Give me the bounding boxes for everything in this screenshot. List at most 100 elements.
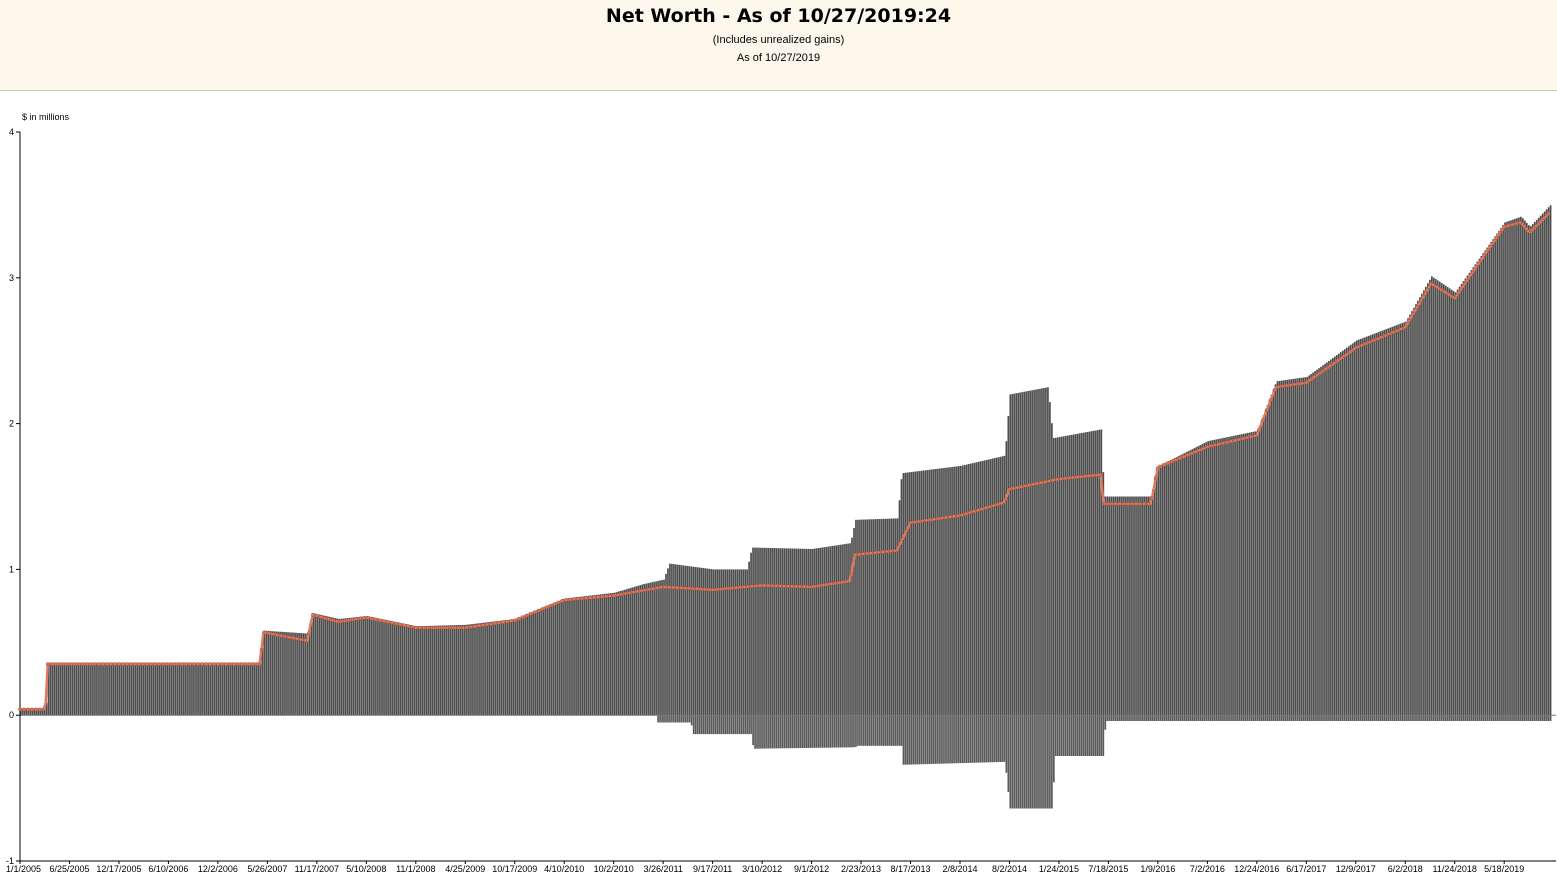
asset-bar (405, 624, 408, 716)
liability-bar (1005, 715, 1008, 773)
asset-bar (1436, 280, 1439, 716)
asset-bar (1508, 220, 1510, 716)
asset-bar (734, 569, 737, 716)
asset-bar (204, 662, 206, 716)
net-worth-point (999, 501, 1004, 505)
asset-bar (1514, 218, 1516, 716)
liability-bar (700, 715, 703, 735)
asset-bar (1442, 284, 1445, 716)
net-worth-point (532, 610, 537, 615)
asset-bar (1314, 371, 1316, 716)
asset-bar (1047, 387, 1049, 716)
liability-bar (1179, 715, 1182, 722)
asset-bar (599, 594, 602, 716)
net-worth-point (136, 662, 141, 666)
asset-bar (1173, 458, 1176, 716)
asset-bar (740, 569, 743, 716)
net-worth-point (1090, 473, 1095, 478)
liability-bar (1498, 715, 1500, 722)
asset-bar (811, 548, 814, 716)
liability-bar (1349, 715, 1352, 722)
net-worth-point (1498, 230, 1503, 235)
asset-bar (423, 626, 426, 716)
asset-bar (1060, 436, 1063, 716)
liability-bar (898, 715, 901, 746)
asset-bar (1054, 437, 1057, 716)
liability-bar (1460, 715, 1463, 722)
liability-bar (918, 715, 921, 765)
liability-bar (1007, 715, 1010, 793)
net-worth-point (69, 662, 74, 666)
liability-bar (1324, 715, 1326, 722)
liability-bar (900, 715, 903, 746)
liability-bar (1545, 715, 1548, 722)
liability-bar (813, 715, 816, 748)
asset-bar (1239, 434, 1241, 716)
asset-bar (684, 565, 687, 716)
liability-bar (1363, 715, 1366, 722)
liability-bar (1502, 715, 1504, 722)
net-worth-point (1162, 463, 1166, 467)
asset-bar (469, 624, 471, 716)
asset-bar (1407, 318, 1409, 716)
liability-bar (692, 715, 695, 735)
asset-bar (589, 595, 592, 716)
asset-bar (789, 548, 792, 716)
liability-bar (1310, 715, 1312, 722)
asset-bar (678, 564, 681, 716)
net-worth-point (552, 602, 557, 606)
asset-bar (1373, 333, 1376, 716)
net-worth-point (1082, 474, 1087, 479)
net-worth-point (964, 511, 968, 516)
asset-bar (1460, 283, 1463, 716)
asset-bar (1106, 496, 1109, 716)
net-worth-point (900, 537, 905, 541)
net-worth-point (1407, 318, 1412, 323)
liability-bar (1049, 715, 1051, 809)
net-worth-point (247, 662, 252, 666)
net-worth-point (1185, 453, 1190, 457)
liability-bar (1472, 715, 1475, 722)
net-worth-point (718, 587, 723, 591)
asset-bar (1080, 433, 1083, 716)
net-worth-point (1272, 388, 1277, 392)
asset-bar (1051, 423, 1053, 716)
liability-bar (1355, 715, 1358, 722)
asset-bar (1041, 388, 1043, 716)
net-worth-point (243, 662, 248, 666)
liability-bar (872, 715, 875, 746)
asset-bar (914, 471, 917, 716)
asset-bar (1084, 432, 1087, 716)
asset-bar (429, 625, 432, 716)
net-worth-point (647, 587, 652, 592)
asset-bar (413, 625, 416, 716)
liability-bar (829, 715, 832, 748)
asset-bar (1300, 377, 1303, 716)
net-worth-point (1051, 478, 1055, 483)
asset-bar (1248, 432, 1251, 716)
liability-bar (724, 715, 727, 735)
liability-bar (1535, 715, 1538, 722)
liability-bar (1454, 715, 1457, 722)
asset-bar (1235, 435, 1237, 716)
asset-bar (1053, 438, 1055, 716)
liability-bar (791, 715, 794, 749)
net-worth-point (1391, 330, 1396, 335)
asset-bar (55, 662, 58, 716)
asset-bar (659, 580, 661, 716)
asset-bar (166, 662, 169, 716)
net-worth-point (920, 519, 925, 523)
asset-bar (550, 604, 553, 716)
asset-bar (783, 548, 786, 716)
asset-bar (756, 547, 758, 716)
asset-bar (1237, 434, 1239, 716)
asset-bar (1330, 359, 1332, 716)
liability-bar (1308, 715, 1310, 722)
net-worth-point (164, 662, 169, 666)
asset-bar (1229, 436, 1231, 716)
net-worth-line (18, 211, 1551, 712)
asset-bar (144, 662, 147, 716)
net-worth-point (307, 631, 311, 635)
asset-bar (1381, 330, 1384, 716)
